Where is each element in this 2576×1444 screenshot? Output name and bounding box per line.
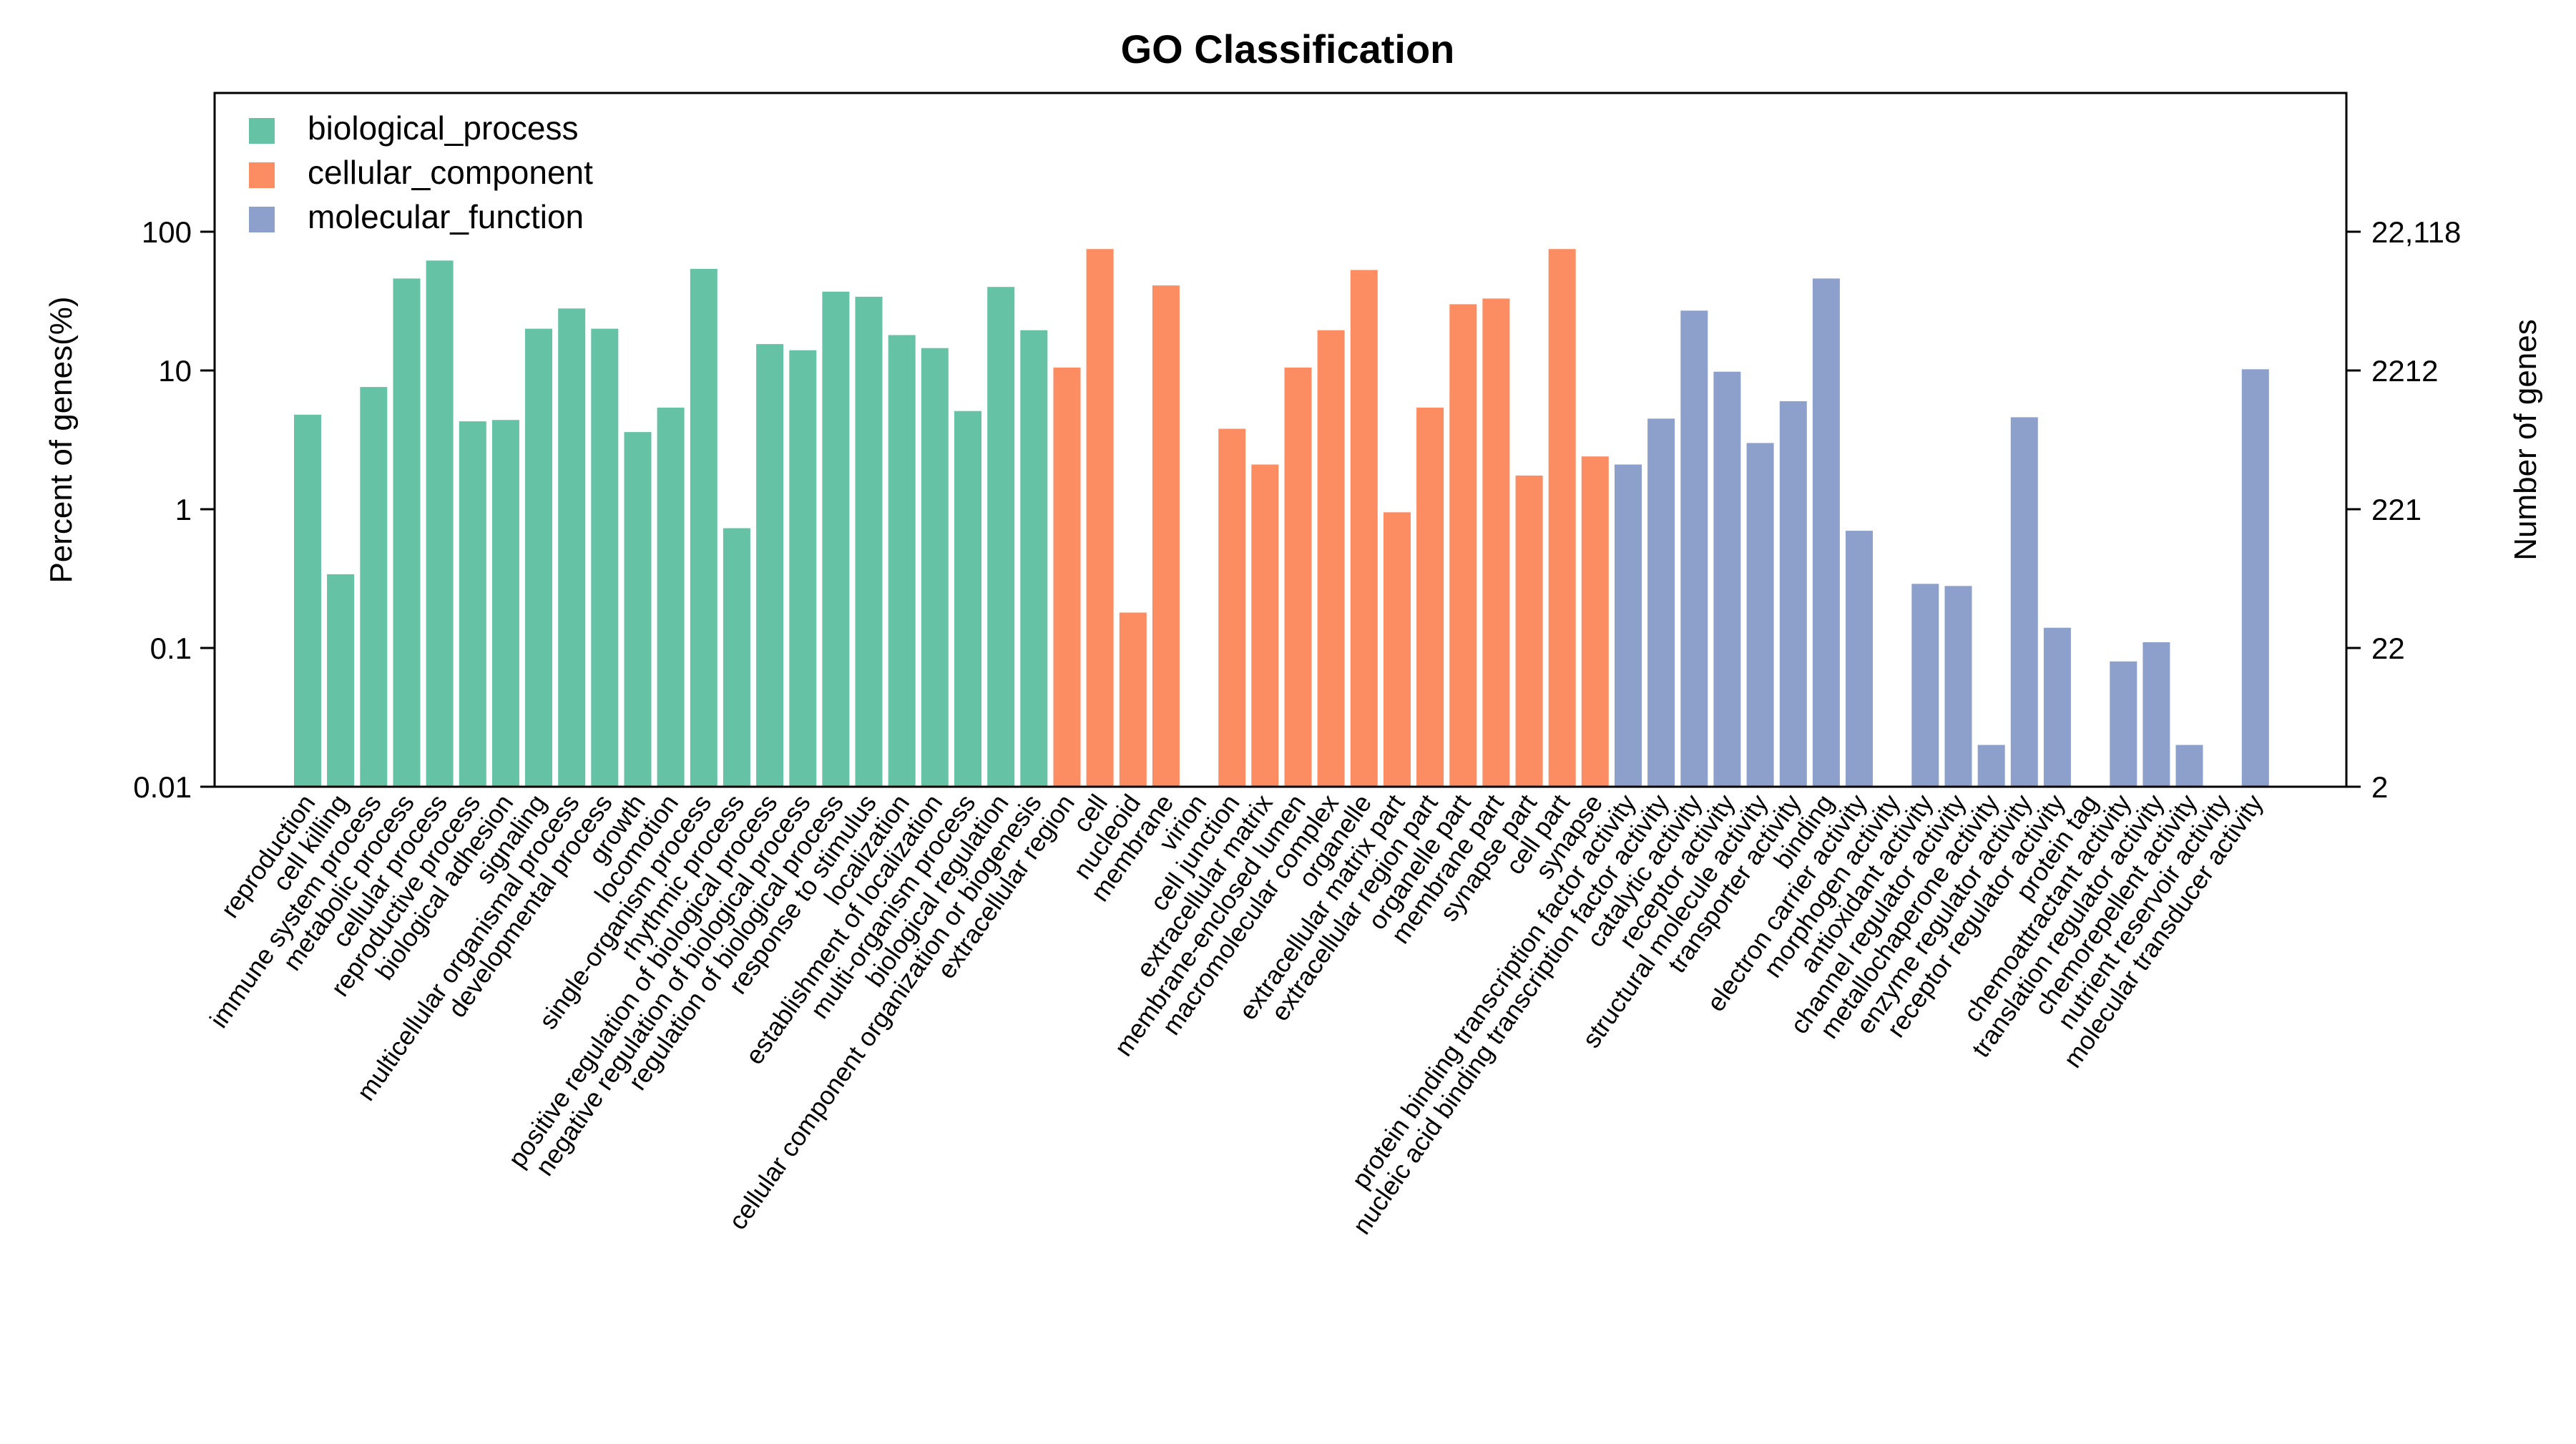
bar-signaling xyxy=(525,328,552,787)
bar-rhythmic-process xyxy=(723,528,750,787)
bar-structural-molecule-activity xyxy=(1746,443,1774,787)
bar-reproduction xyxy=(294,414,321,787)
bar-molecular-transducer-activity xyxy=(2241,369,2269,787)
y-tick-label-left: 100 xyxy=(142,215,192,249)
bar-biological-regulation xyxy=(987,287,1015,787)
bar-synapse xyxy=(1581,456,1609,787)
bar-receptor-regulator-activity xyxy=(2043,627,2071,787)
bar-cell-killing xyxy=(327,574,355,787)
bar-cell xyxy=(1086,249,1114,787)
y-tick-label-right: 221 xyxy=(2371,493,2421,526)
y-tick-label-left: 0.01 xyxy=(133,770,192,804)
y-tick-label-right: 22,118 xyxy=(2371,215,2461,249)
bar-synapse-part xyxy=(1515,475,1543,787)
bar-cell-part xyxy=(1548,249,1576,787)
y-tick-label-left: 1 xyxy=(175,493,192,526)
y-axis-title-left: Percent of genes(%) xyxy=(44,296,79,583)
bar-membrane-part xyxy=(1482,298,1510,787)
bar-locomotion xyxy=(657,407,685,787)
bar-receptor-activity xyxy=(1713,371,1741,787)
bar-transporter-activity xyxy=(1779,401,1807,787)
bar-electron-carrier-activity xyxy=(1846,531,1873,787)
bar-organelle xyxy=(1350,270,1378,787)
bar-cellular-process xyxy=(426,260,454,787)
bar-channel-regulator-activity xyxy=(1944,586,1972,787)
bar-reproductive-process xyxy=(459,421,486,787)
bar-metallochaperone-activity xyxy=(1977,745,2005,787)
bar-catalytic-activity xyxy=(1680,310,1708,787)
bar-response-to-stimulus xyxy=(855,296,883,787)
bar-localization xyxy=(888,335,916,787)
chart-title: GO Classification xyxy=(1121,26,1455,72)
legend-swatch-molecular-function xyxy=(249,207,275,232)
legend-label-cellular-component: cellular_component xyxy=(308,154,593,191)
y-tick-label-right: 2212 xyxy=(2371,354,2438,388)
bar-developmental-process xyxy=(591,328,619,787)
bar-enzyme-regulator-activity xyxy=(2010,417,2038,787)
legend-label-biological-process: biological_process xyxy=(308,109,578,147)
bar-establishment-of-localization xyxy=(921,348,949,787)
bar-chemoattractant-activity xyxy=(2110,661,2137,787)
y-tick-label-left: 10 xyxy=(158,354,192,388)
y-tick-label-right: 22 xyxy=(2371,632,2405,665)
bar-cellular-component-organization-or-biogenesis xyxy=(1020,330,1048,787)
bar-single-organism-process xyxy=(690,268,718,787)
bar-cell-junction xyxy=(1218,428,1246,787)
legend-swatch-biological-process xyxy=(249,118,275,144)
bar-membrane-enclosed-lumen xyxy=(1284,367,1312,787)
bar-immune-system-process xyxy=(360,387,388,787)
bar-extracellular-matrix xyxy=(1251,464,1279,787)
y-tick-label-right: 2 xyxy=(2371,770,2388,804)
bar-protein-binding-transcription-factor-activity xyxy=(1615,464,1642,787)
bar-regulation-of-biological-process xyxy=(822,291,850,787)
bar-organelle-part xyxy=(1449,304,1477,787)
bar-macromolecular-complex xyxy=(1317,330,1345,787)
bar-biological-adhesion xyxy=(491,420,519,787)
bar-translation-regulator-activity xyxy=(2142,642,2170,787)
bar-nucleic-acid-binding-transcription-factor-activity xyxy=(1647,418,1675,787)
bar-growth xyxy=(624,432,652,787)
bars-layer xyxy=(294,249,2269,787)
bar-positive-regulation-of-biological-process xyxy=(756,344,784,787)
bar-extracellular-region-part xyxy=(1416,407,1444,787)
legend-label-molecular-function: molecular_function xyxy=(308,198,584,235)
bar-nucleoid xyxy=(1119,612,1147,787)
bar-metabolic-process xyxy=(393,278,421,787)
bar-membrane xyxy=(1152,285,1180,787)
legend: biological_process cellular_componentmole… xyxy=(249,109,593,235)
bar-antioxidant-activity xyxy=(1911,584,1939,787)
y-axis-left: 0.01 0.1 1 10 100 xyxy=(133,215,215,804)
bar-extracellular-matrix-part xyxy=(1384,512,1411,787)
bar-extracellular-region xyxy=(1053,367,1081,787)
bar-multicellular-organismal-process xyxy=(558,308,586,787)
bar-chemorepellent-activity xyxy=(2175,745,2203,787)
y-axis-title-right: Number of genes xyxy=(2508,319,2543,561)
plot-frame xyxy=(213,92,2348,788)
y-tick-label-left: 0.1 xyxy=(150,632,192,665)
legend-swatch-cellular-component xyxy=(249,162,275,188)
bar-binding xyxy=(1812,278,1840,787)
bar-multi-organism-process xyxy=(954,411,981,787)
bar-negative-regulation-of-biological-process xyxy=(789,350,817,787)
